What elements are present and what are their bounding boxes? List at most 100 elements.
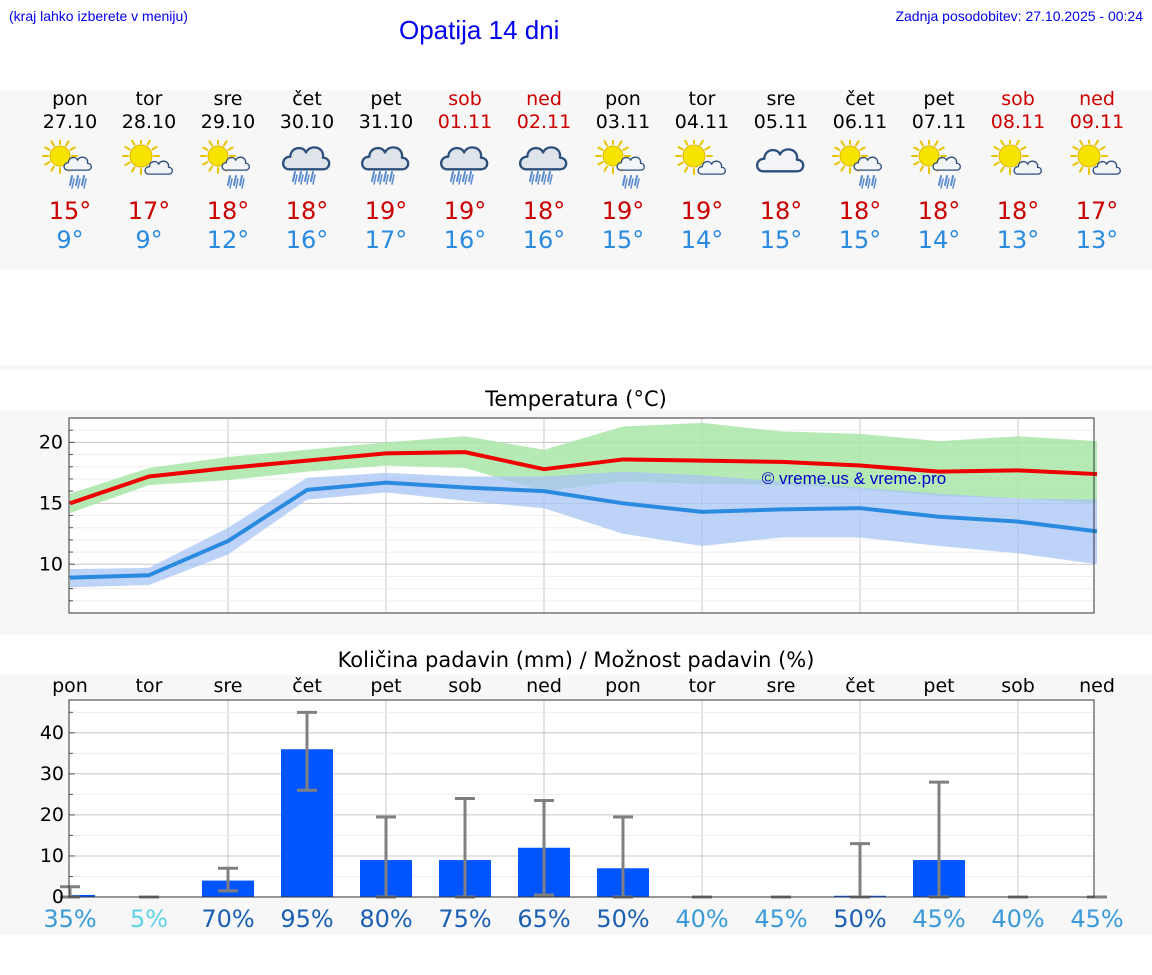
max-temperature: 19° bbox=[680, 197, 724, 225]
cloud-rain-icon bbox=[281, 146, 331, 185]
plot-frame bbox=[68, 417, 1095, 614]
max-temperature: 17° bbox=[1075, 197, 1119, 225]
precipitation-probability: 45% bbox=[1070, 905, 1123, 933]
day-date: 29.10 bbox=[200, 111, 256, 133]
sun-cloud-icon bbox=[122, 140, 173, 175]
rain-drops bbox=[450, 171, 474, 185]
error-bar bbox=[297, 710, 317, 792]
temperature-chart: 10 15 20 © vreme.us & vreme.pro bbox=[39, 417, 1098, 614]
error-bar bbox=[218, 866, 238, 893]
min-temperature: 15° bbox=[759, 226, 803, 254]
day-date: 07.11 bbox=[911, 111, 967, 133]
cloud-rain-icon bbox=[518, 146, 568, 185]
min-temperature: 16° bbox=[522, 226, 566, 254]
sun-shape bbox=[832, 140, 868, 174]
day-forecast-11: pet 07.11 18° 14° bbox=[894, 88, 984, 254]
x-category-label: sob bbox=[448, 675, 482, 697]
min-temperature: 16° bbox=[443, 226, 487, 254]
day-name: pon bbox=[52, 88, 88, 110]
cloud-shape bbox=[616, 156, 645, 171]
rain-drops bbox=[622, 175, 640, 189]
sun-cloud-icon bbox=[675, 140, 726, 175]
location-hint: (kraj lahko izberete v meniju) bbox=[9, 8, 188, 24]
precipitation-bar bbox=[69, 894, 95, 897]
day-name: sre bbox=[766, 88, 796, 110]
day-date: 27.10 bbox=[42, 111, 98, 133]
rain-drops bbox=[529, 171, 553, 185]
max-temperature: 18° bbox=[522, 197, 566, 225]
rain-drops bbox=[371, 171, 395, 185]
day-name: čet bbox=[845, 88, 875, 110]
min-temperature: 17° bbox=[364, 226, 408, 254]
plot-frame bbox=[68, 699, 1095, 898]
day-forecast-0: pon 27.10 15° 9° bbox=[25, 88, 115, 254]
y-tick-label: 15 bbox=[39, 492, 63, 514]
min-temperature: 9° bbox=[135, 226, 163, 254]
min-temperature: 13° bbox=[996, 226, 1040, 254]
precipitation-probability: 70% bbox=[201, 905, 254, 933]
min-temperature: 14° bbox=[917, 226, 961, 254]
cloud-shape bbox=[1013, 160, 1042, 175]
sun-cloud-rain-icon bbox=[42, 140, 92, 189]
day-forecast-9: sre 05.11 18° 15° bbox=[736, 88, 826, 254]
max-temperature-band bbox=[70, 422, 1097, 514]
max-temperature-line bbox=[69, 450, 1098, 506]
x-category-label: sre bbox=[214, 675, 243, 697]
precipitation-probability: 45% bbox=[912, 905, 965, 933]
min-temperature: 12° bbox=[206, 226, 250, 254]
x-category-label: čet bbox=[292, 675, 322, 697]
precipitation-chart-title: Količina padavin (mm) / Možnost padavin … bbox=[337, 648, 815, 672]
x-category-label: pon bbox=[52, 675, 88, 697]
y-tick-label: 40 bbox=[40, 722, 64, 744]
cloud-shape bbox=[439, 146, 489, 171]
x-category-label: pet bbox=[370, 675, 401, 697]
sun-cloud-rain-icon bbox=[595, 140, 645, 189]
day-forecast-12: sob 08.11 18° 13° bbox=[973, 88, 1063, 254]
precipitation-probability: 5% bbox=[130, 905, 168, 933]
cloud-shape bbox=[932, 156, 961, 171]
sun-cloud-rain-icon bbox=[200, 140, 250, 189]
precipitation-probability: 35% bbox=[43, 905, 96, 933]
day-date: 04.11 bbox=[674, 111, 730, 133]
rain-drops bbox=[859, 175, 877, 189]
day-forecast-3: čet 30.10 18° 16° bbox=[262, 88, 352, 254]
sun-cloud-icon bbox=[1070, 140, 1121, 175]
day-date: 05.11 bbox=[753, 111, 809, 133]
x-category-label: pet bbox=[923, 675, 954, 697]
day-forecast-6: ned 02.11 18° 16° bbox=[499, 88, 589, 254]
y-tick-label: 20 bbox=[40, 804, 64, 826]
watermark: © vreme.us & vreme.pro bbox=[762, 469, 946, 488]
precipitation-probability: 40% bbox=[991, 905, 1044, 933]
rain-drops bbox=[69, 175, 87, 189]
day-name: čet bbox=[292, 88, 322, 110]
min-temperature-band bbox=[70, 471, 1097, 588]
cloud-shape bbox=[360, 146, 410, 171]
day-name: pet bbox=[370, 88, 402, 110]
min-temperature: 16° bbox=[285, 226, 329, 254]
day-name: sre bbox=[213, 88, 243, 110]
x-category-label: pon bbox=[605, 675, 641, 697]
y-tick-label: 20 bbox=[39, 431, 63, 453]
cloud-shape bbox=[1092, 160, 1121, 175]
temperature-chart-title: Temperatura (°C) bbox=[485, 387, 667, 411]
x-category-label: ned bbox=[1079, 675, 1115, 697]
min-temperature: 15° bbox=[601, 226, 645, 254]
day-date: 03.11 bbox=[595, 111, 651, 133]
min-temperature: 14° bbox=[680, 226, 724, 254]
x-category-label: tor bbox=[689, 675, 716, 697]
min-temperature: 15° bbox=[838, 226, 882, 254]
day-forecast-2: sre 29.10 18° 12° bbox=[183, 88, 273, 254]
y-tick-label: 30 bbox=[40, 763, 64, 785]
max-temperature: 18° bbox=[996, 197, 1040, 225]
precipitation-probability: 75% bbox=[438, 905, 491, 933]
day-date: 28.10 bbox=[121, 111, 177, 133]
min-temperature: 9° bbox=[56, 226, 84, 254]
day-date: 08.11 bbox=[990, 111, 1046, 133]
day-date: 02.11 bbox=[516, 111, 572, 133]
day-date: 01.11 bbox=[437, 111, 493, 133]
precipitation-probability: 95% bbox=[280, 905, 333, 933]
cloud-shape bbox=[281, 146, 331, 171]
day-forecast-8: tor 04.11 19° 14° bbox=[657, 88, 747, 254]
cloud-shape bbox=[853, 156, 882, 171]
max-temperature: 18° bbox=[838, 197, 882, 225]
